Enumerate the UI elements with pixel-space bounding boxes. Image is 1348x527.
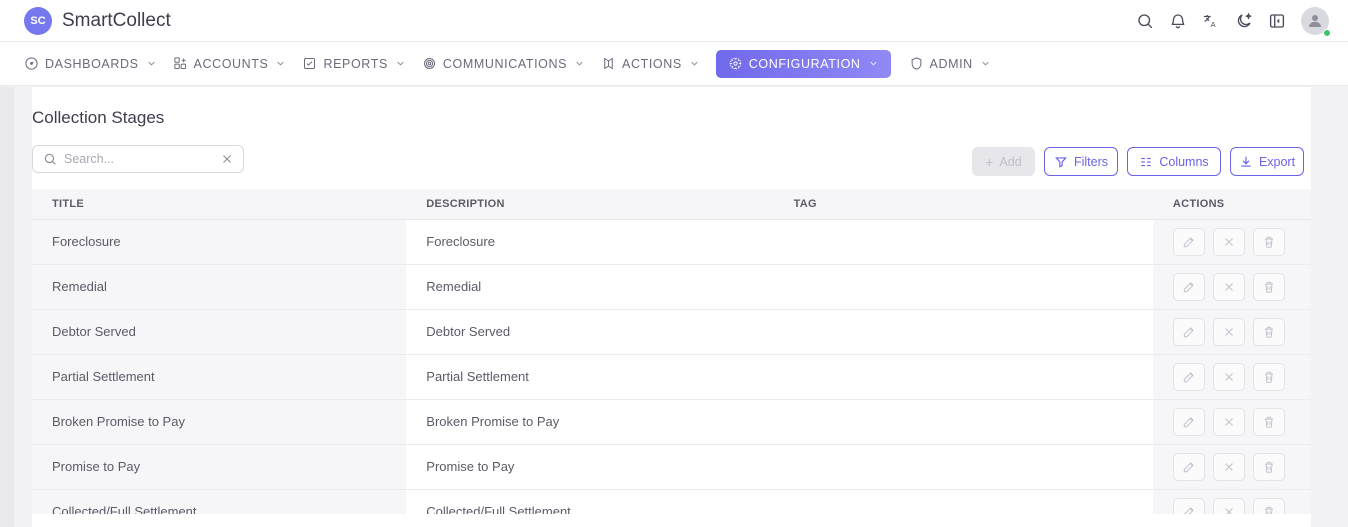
svg-text:A: A bbox=[1211, 20, 1216, 29]
